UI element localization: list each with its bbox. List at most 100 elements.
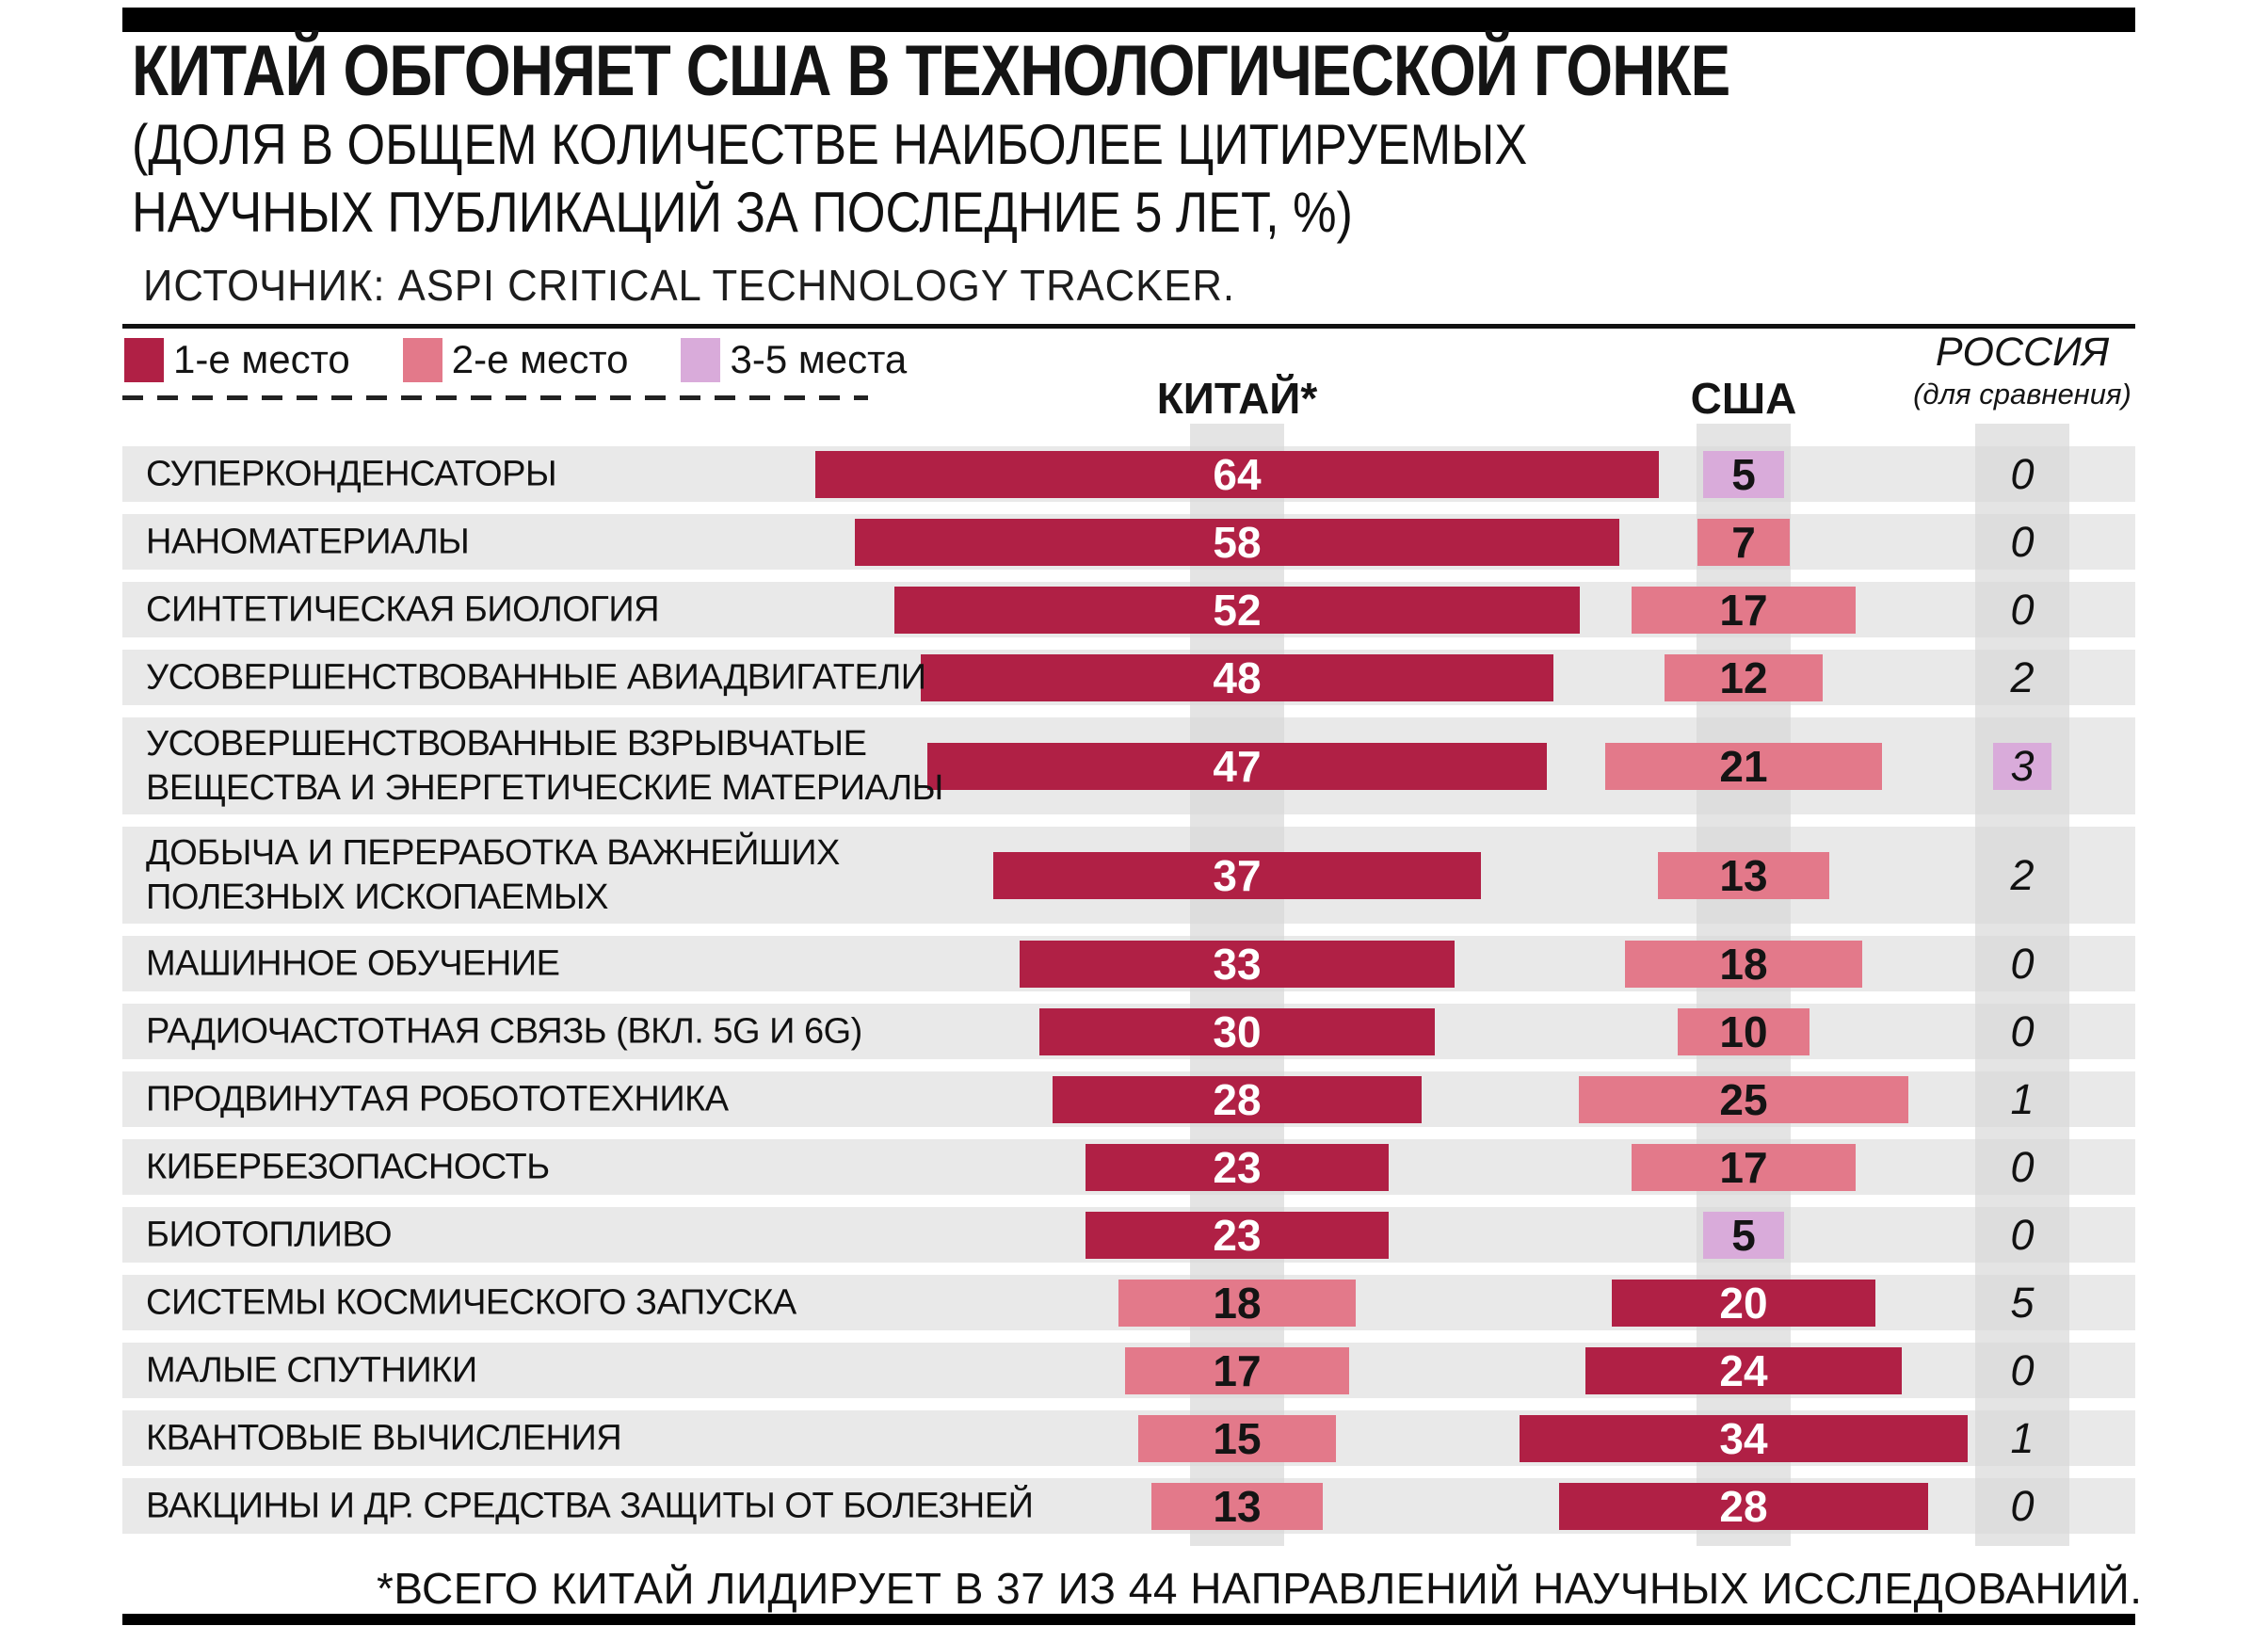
page-subtitle-line2: НАУЧНЫХ ПУБЛИКАЦИЙ ЗА ПОСЛЕДНИЕ 5 ЛЕТ, %… — [132, 181, 1353, 244]
usa-value: 17 — [1719, 585, 1768, 635]
table-row: ВАКЦИНЫ И ДР. СРЕДСТВА ЗАЩИТЫ ОТ БОЛЕЗНЕ… — [122, 1478, 2135, 1534]
footnote: *ВСЕГО КИТАЙ ЛИДИРУЕТ В 37 ИЗ 44 НАПРАВЛ… — [377, 1564, 2143, 1613]
rank2-swatch-icon — [402, 337, 442, 382]
legend-label: 1-е место — [173, 337, 350, 381]
usa-value: 17 — [1719, 1142, 1768, 1192]
row-category-label: УСОВЕРШЕНСТВОВАННЫЕ ВЗРЫВЧАТЫЕ ВЕЩЕСТВА … — [146, 723, 943, 808]
china-value: 17 — [1213, 1345, 1262, 1395]
usa-bar — [1665, 653, 1823, 701]
usa-value: 20 — [1719, 1278, 1768, 1328]
rank1-swatch-icon — [124, 337, 164, 382]
row-category-label: КИБЕРБЕЗОПАСНОСТЬ — [146, 1147, 550, 1186]
row-category-label: СИСТЕМЫ КОСМИЧЕСКОГО ЗАПУСКА — [146, 1282, 796, 1322]
usa-bar — [1559, 1482, 1928, 1530]
table-row: КВАНТОВЫЕ ВЫЧИСЛЕНИЯ 15 34 1 — [122, 1410, 2135, 1466]
rank3-swatch-icon — [681, 337, 721, 382]
usa-value: 18 — [1719, 939, 1768, 989]
russia-value: 5 — [2010, 1278, 2035, 1327]
table-row: СИНТЕТИЧЕСКАЯ БИОЛОГИЯ 52 17 0 — [122, 582, 2135, 637]
russia-value: 0 — [2010, 1210, 2035, 1259]
russia-value: 0 — [2010, 1345, 2035, 1394]
usa-value: 7 — [1731, 517, 1756, 567]
row-category-label: НАНОМАТЕРИАЛЫ — [146, 522, 470, 561]
table-row: УСОВЕРШЕНСТВОВАННЫЕ АВИАДВИГАТЕЛИ 48 12 … — [122, 650, 2135, 705]
legend-item-first-place: 1-е место — [124, 337, 350, 382]
china-bar — [1086, 1211, 1389, 1259]
usa-bar — [1658, 851, 1829, 899]
row-category-label: ВАКЦИНЫ И ДР. СРЕДСТВА ЗАЩИТЫ ОТ БОЛЕЗНЕ… — [146, 1486, 1034, 1525]
china-value: 37 — [1213, 850, 1262, 900]
usa-value: 21 — [1719, 741, 1768, 791]
usa-bar — [1520, 1414, 1968, 1462]
top-frame-bar — [122, 8, 2135, 32]
china-bar — [1138, 1414, 1336, 1462]
column-header-russia-label: РОССИЯ — [1935, 330, 2110, 375]
china-bar — [1020, 940, 1455, 988]
row-category-label: МАШИННОЕ ОБУЧЕНИЕ — [146, 943, 560, 983]
row-category-label: МАЛЫЕ СПУТНИКИ — [146, 1350, 477, 1390]
china-value: 33 — [1213, 939, 1262, 989]
table-row: ДОБЫЧА И ПЕРЕРАБОТКА ВАЖНЕЙШИХ ПОЛЕЗНЫХ … — [122, 827, 2135, 924]
legend-dashed-underline — [122, 395, 868, 400]
china-bar — [815, 450, 1659, 498]
china-value: 30 — [1213, 1006, 1262, 1056]
china-value: 52 — [1213, 585, 1262, 635]
china-bar — [1039, 1007, 1435, 1055]
header-divider-rule — [122, 324, 2135, 329]
china-value: 15 — [1213, 1413, 1262, 1463]
russia-value: 1 — [2010, 1074, 2035, 1123]
table-row: УСОВЕРШЕНСТВОВАННЫЕ ВЗРЫВЧАТЫЕ ВЕЩЕСТВА … — [122, 717, 2135, 814]
row-category-label: БИОТОПЛИВО — [146, 1215, 393, 1254]
usa-value: 25 — [1719, 1074, 1768, 1124]
row-category-label: РАДИОЧАСТОТНАЯ СВЯЗЬ (ВКЛ. 5G И 6G) — [146, 1011, 862, 1051]
usa-bar — [1605, 742, 1882, 790]
column-header-russia-sublabel: (для сравнения) — [1913, 378, 2131, 411]
usa-bar — [1678, 1007, 1810, 1055]
table-row: БИОТОПЛИВО 23 5 0 — [122, 1207, 2135, 1263]
china-value: 23 — [1213, 1210, 1262, 1260]
usa-value: 24 — [1719, 1345, 1768, 1395]
table-row: СИСТЕМЫ КОСМИЧЕСКОГО ЗАПУСКА 18 20 5 — [122, 1275, 2135, 1330]
usa-value: 28 — [1719, 1481, 1768, 1531]
column-header-russia: РОССИЯ (для сравнения) — [1834, 330, 2211, 411]
china-bar — [855, 518, 1619, 566]
bottom-frame-bar — [122, 1614, 2135, 1625]
russia-value: 2 — [2010, 850, 2035, 899]
russia-value: 0 — [2010, 449, 2035, 498]
usa-bar — [1585, 1346, 1902, 1394]
china-value: 58 — [1213, 517, 1262, 567]
source-note: ИСТОЧНИК: ASPI CRITICAL TECHNOLOGY TRACK… — [143, 261, 1235, 310]
legend-label: 3-5 места — [730, 337, 908, 381]
row-category-label: УСОВЕРШЕНСТВОВАННЫЕ АВИАДВИГАТЕЛИ — [146, 657, 926, 697]
chart-rows: СУПЕРКОНДЕНСАТОРЫ 64 5 0 НАНОМАТЕРИАЛЫ 5… — [122, 446, 2135, 1546]
page-subtitle-line1: (ДОЛЯ В ОБЩЕМ КОЛИЧЕСТВЕ НАИБОЛЕЕ ЦИТИРУ… — [132, 113, 1528, 176]
russia-value: 2 — [2010, 652, 2035, 701]
russia-value: 1 — [2010, 1413, 2035, 1462]
table-row: РАДИОЧАСТОТНАЯ СВЯЗЬ (ВКЛ. 5G И 6G) 30 1… — [122, 1004, 2135, 1059]
china-value: 64 — [1213, 449, 1262, 499]
china-bar — [1086, 1143, 1389, 1191]
china-bar — [1053, 1075, 1422, 1123]
russia-value: 0 — [2010, 517, 2035, 566]
usa-bar — [1612, 1279, 1875, 1327]
row-category-label: ДОБЫЧА И ПЕРЕРАБОТКА ВАЖНЕЙШИХ ПОЛЕЗНЫХ … — [146, 832, 840, 917]
russia-value: 0 — [2010, 585, 2035, 634]
russia-value: 0 — [2010, 1006, 2035, 1055]
table-row: НАНОМАТЕРИАЛЫ 58 7 0 — [122, 514, 2135, 570]
usa-value: 5 — [1731, 449, 1756, 499]
china-bar — [993, 851, 1481, 899]
table-row: СУПЕРКОНДЕНСАТОРЫ 64 5 0 — [122, 446, 2135, 502]
row-category-label: СИНТЕТИЧЕСКАЯ БИОЛОГИЯ — [146, 589, 660, 629]
russia-value: 3 — [2010, 741, 2035, 790]
table-row: МАШИННОЕ ОБУЧЕНИЕ 33 18 0 — [122, 936, 2135, 991]
legend-item-second-place: 2-е место — [402, 337, 628, 382]
legend-item-third-fifth-place: 3-5 места — [681, 337, 907, 382]
table-row: КИБЕРБЕЗОПАСНОСТЬ 23 17 0 — [122, 1139, 2135, 1195]
usa-bar — [1703, 450, 1784, 498]
china-bar — [1118, 1279, 1356, 1327]
russia-value: 0 — [2010, 1142, 2035, 1191]
china-bar — [1151, 1482, 1323, 1530]
china-bar — [894, 586, 1580, 634]
russia-value: 0 — [2010, 1481, 2035, 1530]
